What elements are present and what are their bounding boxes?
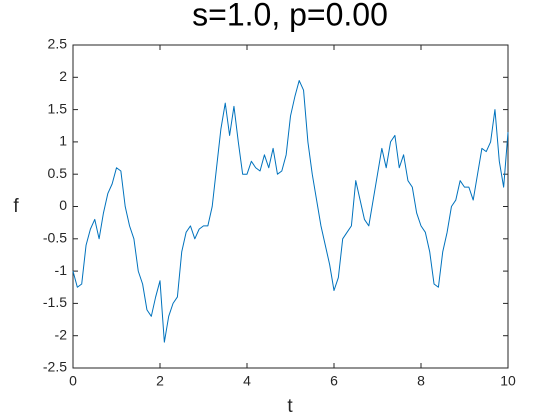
y-tick-label: -2 — [55, 326, 68, 342]
y-tick-label: 1 — [59, 133, 67, 149]
y-tick-label: -2.5 — [43, 359, 67, 375]
x-tick-label: 2 — [156, 373, 164, 389]
y-tick-label: 1.5 — [48, 100, 68, 116]
y-tick-label: 2.5 — [48, 36, 68, 52]
y-tick-label: -1.5 — [43, 294, 67, 310]
y-tick-label: 2 — [59, 68, 67, 84]
plot-area — [72, 44, 509, 369]
x-axis-label: t — [287, 396, 293, 417]
y-tick-label: -0.5 — [43, 230, 67, 246]
x-tick-label: 0 — [69, 373, 77, 389]
y-axis-label: f — [13, 196, 19, 217]
x-tick-label: 4 — [243, 373, 251, 389]
y-tick-label: 0.5 — [48, 165, 68, 181]
x-tick-label: 6 — [330, 373, 338, 389]
x-tick-label: 10 — [500, 373, 516, 389]
y-tick-label: 0 — [59, 197, 67, 213]
data-line — [72, 80, 509, 343]
chart-title: s=1.0, p=0.00 — [192, 0, 388, 32]
y-tick-label: -1 — [55, 262, 68, 278]
x-tick-label: 8 — [417, 373, 425, 389]
